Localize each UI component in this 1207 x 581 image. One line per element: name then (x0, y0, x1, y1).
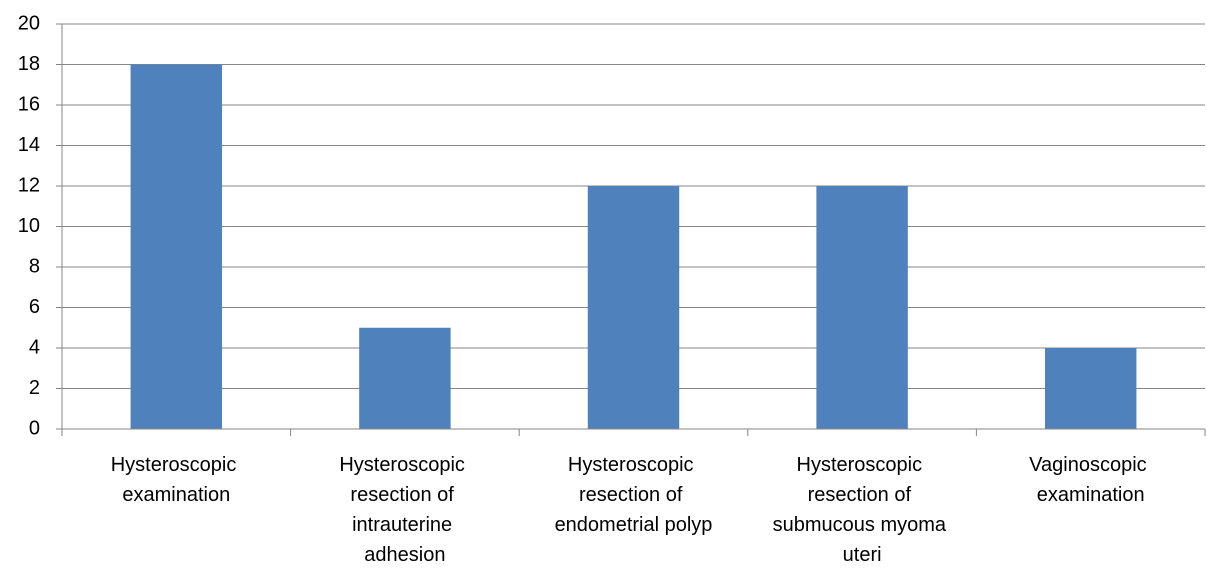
y-tick-label: 14 (18, 134, 40, 156)
y-tick-label: 6 (29, 296, 40, 318)
x-tick-label: Hysteroscopic resection of submucous myo… (773, 454, 952, 566)
y-tick-label: 18 (18, 53, 40, 75)
x-tick-label: Hysteroscopic examination (111, 454, 242, 506)
y-tick-label: 20 (18, 12, 40, 34)
y-tick-label: 4 (29, 336, 40, 358)
bar (359, 327, 451, 429)
bar (816, 186, 908, 429)
x-tick-label: Hysteroscopic resection of intrauterine … (339, 454, 470, 566)
y-tick-label: 8 (29, 255, 40, 277)
y-tick-label: 2 (29, 377, 40, 399)
x-tick-label: Hysteroscopic resection of endometrial p… (555, 454, 713, 536)
y-tick-label: 12 (18, 174, 40, 196)
x-tick-label: Vaginoscopic examination (1029, 454, 1152, 506)
y-tick-label: 10 (18, 215, 40, 237)
y-tick-label: 0 (29, 417, 40, 439)
bar (587, 186, 680, 429)
bar (1044, 348, 1137, 429)
bar (130, 64, 223, 429)
y-tick-label: 16 (18, 93, 40, 115)
